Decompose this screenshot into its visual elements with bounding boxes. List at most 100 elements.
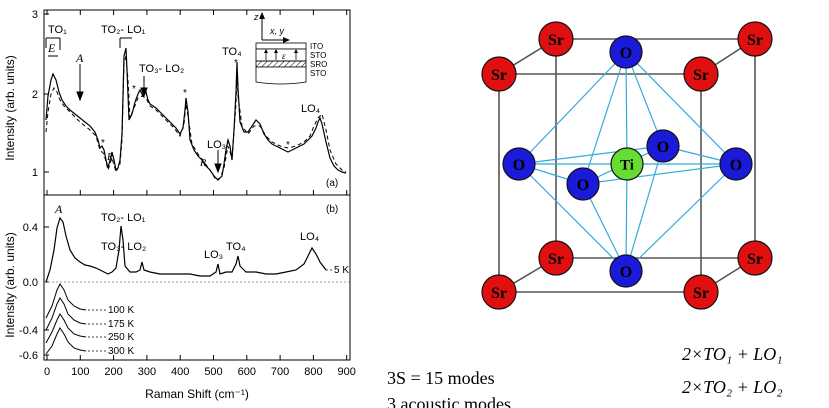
panel-b-ytick--0.4: -0.4 xyxy=(19,325,38,337)
equation-mode-1-text: 2×TO₁ + LO₁ xyxy=(682,344,783,364)
o-atom: O xyxy=(566,167,600,201)
bond xyxy=(582,163,737,185)
x-tick-label: 100 xyxy=(71,366,89,378)
label-to3-lo2-a: TO₃- LO₂ xyxy=(139,63,184,75)
equation-modes-next: 3 acoustic modes xyxy=(387,394,511,408)
ti-atom: Ti xyxy=(610,147,644,181)
panel-b-frame xyxy=(43,194,351,361)
equation-modes-next-text: 3 acoustic modes xyxy=(387,394,511,408)
temp-label-100k: 100 K xyxy=(108,305,134,316)
curve-250k xyxy=(45,313,87,344)
svg-text:Sr: Sr xyxy=(548,32,564,49)
bond xyxy=(518,51,627,165)
bond xyxy=(582,51,627,185)
x-tick-label: 900 xyxy=(338,366,356,378)
label-to3-lo2-b: TO₃- LO₂ xyxy=(101,241,146,253)
label-a-b: A xyxy=(54,202,63,216)
perovskite-unit-cell: Sr Sr Sr Sr O O O O O Ti O Sr Sr Sr Sr xyxy=(481,21,773,310)
equation-mode-1: 2×TO₁ + LO₁ xyxy=(682,344,783,365)
equation-modes-text: 3S = 15 modes xyxy=(387,368,495,388)
svg-text:Sr: Sr xyxy=(747,251,763,268)
o-atom: O xyxy=(502,147,536,181)
star-marker: * xyxy=(132,84,136,95)
inset-layer-sto: STO xyxy=(310,51,326,60)
sr-atom: Sr xyxy=(481,56,517,92)
bond xyxy=(625,163,628,272)
octahedron-bonds xyxy=(518,51,737,272)
sr-atom: Sr xyxy=(683,56,719,92)
curve-100k xyxy=(45,283,87,319)
sr-atom: Sr xyxy=(737,21,773,57)
panel-a-ytick-1: 1 xyxy=(32,167,38,179)
curve-175k xyxy=(45,297,87,331)
label-r2: R xyxy=(199,158,206,169)
label-to1: TO₁ xyxy=(48,24,67,36)
o-atom: O xyxy=(609,254,643,288)
x-tick-label: 400 xyxy=(171,366,189,378)
svg-text:Sr: Sr xyxy=(693,285,709,302)
label-lo3-b: LO₃ xyxy=(204,249,223,261)
o-atom: O xyxy=(609,35,643,69)
equation-mode-2-text: 2×TO₂ + LO₂ xyxy=(682,377,783,397)
temp-label-5k: 5 K xyxy=(334,265,349,276)
bond xyxy=(625,163,737,272)
inset-layer-sro: SRO xyxy=(310,60,327,69)
bond xyxy=(625,51,664,147)
bond xyxy=(625,145,664,272)
panel-a-solid-curve xyxy=(45,47,347,181)
panel-a-arrows xyxy=(76,64,222,174)
sr-atom: Sr xyxy=(481,274,517,310)
sr-atom: Sr xyxy=(737,240,773,276)
temp-label-300k: 300 K xyxy=(108,346,134,357)
o-atom: O xyxy=(719,147,753,181)
svg-text:Sr: Sr xyxy=(548,251,564,268)
label-to4-a: TO₄ xyxy=(222,46,242,58)
x-axis-label: Raman Shift (cm⁻¹) xyxy=(145,387,249,401)
x-tick-label: 700 xyxy=(271,366,289,378)
svg-text:Sr: Sr xyxy=(491,285,507,302)
layer-sto xyxy=(255,48,307,62)
panel-a-star-markers: * * * * * xyxy=(101,58,290,151)
x-tick-label: 0 xyxy=(44,366,50,378)
panel-b-ytick-0.4: 0.4 xyxy=(23,222,38,234)
star-marker: * xyxy=(183,88,187,99)
label-lo4-b: LO₄ xyxy=(300,231,320,243)
x-tick-label: 200 xyxy=(104,366,122,378)
curve-300k xyxy=(45,327,87,355)
label-to4-b: TO₄ xyxy=(226,241,246,253)
x-tick-label: 600 xyxy=(238,366,256,378)
panel-b-curve-5k xyxy=(45,216,327,283)
svg-text:Sr: Sr xyxy=(491,67,507,84)
equation-modes: 3S = 15 modes xyxy=(387,368,495,389)
label-to2-lo1-b: TO₂- LO₁ xyxy=(101,212,146,224)
svg-text:Sr: Sr xyxy=(693,67,709,84)
svg-text:O: O xyxy=(657,139,669,156)
sr-atom: Sr xyxy=(683,274,719,310)
x-tick-label: 300 xyxy=(138,366,156,378)
svg-text:O: O xyxy=(620,264,632,281)
panel-b-temperature-curves xyxy=(45,283,87,355)
star-marker: * xyxy=(101,138,105,149)
panel-a-inset-diagram: z x, y ε ITO STO SRO STO xyxy=(253,12,327,85)
raman-spectrum-figure: 0 100 200 300 400 500 600 700 800 900 3 2 1 0.4 0… xyxy=(3,9,356,401)
label-a-a: A xyxy=(75,51,84,65)
panel-a-y-axis-label: Intensity (arb. units) xyxy=(3,55,17,160)
bond xyxy=(625,51,737,165)
inset-layer-ito: ITO xyxy=(310,42,323,51)
temp-label-250k: 250 K xyxy=(108,332,134,343)
bond xyxy=(518,145,664,165)
inset-axis-xy: x, y xyxy=(269,26,285,36)
sr-atom: Sr xyxy=(538,21,574,57)
panel-a-tag: (a) xyxy=(326,178,338,189)
x-axis-tick-labels: 0 100 200 300 400 500 600 700 800 900 xyxy=(44,366,356,378)
panel-b-y-axis-label: Intensity (arb. units) xyxy=(3,232,17,337)
svg-text:O: O xyxy=(577,177,589,194)
inset-field-label: ε xyxy=(282,51,286,61)
bond xyxy=(625,51,628,165)
o-atom: O xyxy=(646,129,680,163)
layer-ito xyxy=(255,42,307,50)
label-to2-lo1-a: TO₂- LO₁ xyxy=(101,24,146,36)
panel-a-ytick-3: 3 xyxy=(32,9,38,21)
x-axis-ticks xyxy=(46,10,348,360)
